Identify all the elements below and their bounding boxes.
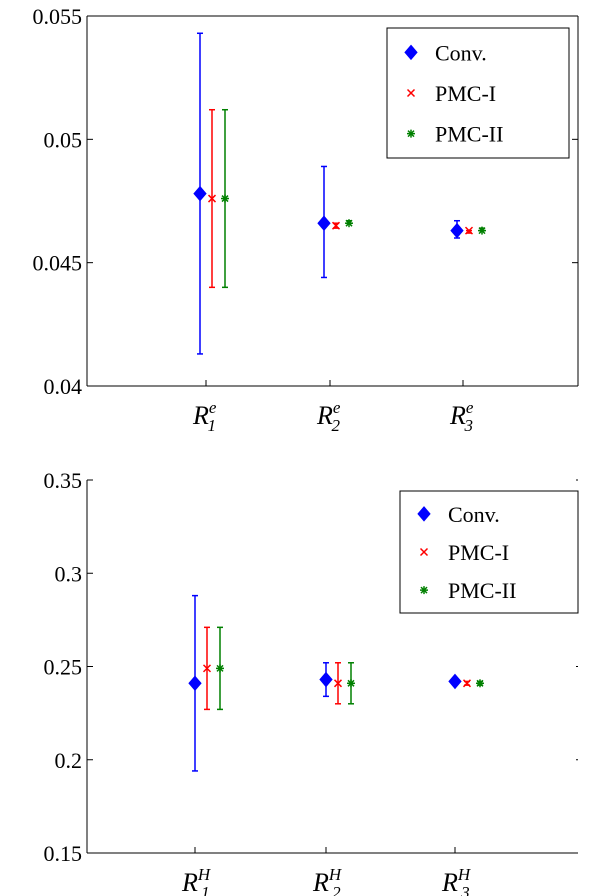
legend-label: PMC-I [435,81,496,106]
data-point-stroke-d [347,679,355,687]
data-point [216,664,224,673]
legend-marker-stroke-b [419,547,429,557]
legend-label: Conv. [435,40,487,65]
data-point [450,222,464,239]
data-point-stroke-b [462,679,472,688]
x-tick-label-sup: e [209,398,217,417]
y-tick-label: 0.3 [55,561,83,586]
x-tick-label-base: R [181,868,198,896]
data-point [202,664,212,673]
x-tick-label-base: R [316,401,333,430]
x-tick-label-base: R [449,401,466,430]
legend-box [386,27,570,159]
data-point-stroke-b [331,221,341,230]
legend-label: PMC-II [435,122,503,147]
data-point [462,679,472,688]
data-point [221,194,229,203]
data-point [347,679,355,688]
x-tick-label-base: R [192,401,209,430]
series-conv- [193,32,464,355]
data-point [476,679,484,688]
data-point [478,226,486,235]
legend-marker [420,586,428,595]
legend: Conv. PMC-I PMC-II [386,27,570,159]
data-point [207,194,217,203]
y-tick-label: 0.25 [44,655,83,680]
legend-marker-stroke-b [406,88,416,98]
legend-marker-stroke-d [420,586,428,594]
x-tick-label-base: R [312,868,329,896]
data-point [345,219,353,228]
legend-marker-stroke-d [407,130,415,138]
data-point-stroke-b [207,194,217,203]
x-tick-label: RH 3 [441,865,472,896]
legend-marker [407,129,415,138]
legend-label: PMC-II [448,578,516,603]
x-tick-label-sub: 2 [331,416,340,435]
data-point-stroke-d [221,195,229,203]
y-tick-label: 0.05 [44,127,83,152]
y-tick-label: 0.055 [33,4,83,29]
legend-marker [419,547,429,557]
legend-box [399,490,579,614]
data-point-stroke-d [345,219,353,227]
x-tick-label: Re 1 [192,398,217,435]
data-point [188,675,202,692]
x-tick-label-base: R [441,868,458,896]
x-tick-label-sub: 1 [207,416,216,435]
legend-marker [406,88,416,98]
data-point-stroke-d [476,679,484,687]
y-tick-label: 0.2 [55,748,83,773]
legend-marker [417,506,431,522]
x-tick-label-sup: H [328,865,343,884]
series-conv- [188,594,462,772]
x-tick-label-sub: 3 [463,416,473,435]
x-tick-label-sub: 3 [460,883,470,896]
x-tick-label: RH 1 [181,865,212,896]
data-point [193,185,207,202]
legend-label: Conv. [448,502,500,527]
y-tick-label: 0.15 [44,841,83,866]
series-pmc-ii [221,108,486,289]
legend-label: PMC-I [448,540,509,565]
data-point [331,221,341,230]
x-tick-label-sup: H [197,865,212,884]
legend-marker [404,44,418,61]
x-tick-label: Re 2 [316,398,341,435]
data-point-stroke-d [216,664,224,672]
legend: Conv. PMC-I PMC-II [399,490,579,614]
y-tick-label: 0.04 [44,374,83,399]
x-tick-label-sup: e [466,398,474,417]
x-tick-label-sup: e [333,398,341,417]
x-tick-label-sub: 2 [332,883,341,896]
data-point [333,679,343,688]
x-tick-label: Re 3 [449,398,474,435]
data-point-stroke-b [464,226,474,235]
series-pmc-ii [216,626,484,711]
data-point [319,671,333,688]
x-tick-label: RH 2 [312,865,343,896]
y-tick-label: 0.045 [33,251,83,276]
x-tick-label-sub: 1 [201,883,210,896]
series-pmc-i [202,626,472,711]
data-point [317,215,331,231]
series-pmc-i [207,108,474,289]
y-tick-label: 0.35 [44,468,83,493]
x-tick-label-sup: H [457,865,472,884]
data-point-stroke-d [478,227,486,235]
data-point [448,673,462,690]
data-point-stroke-b [333,679,343,688]
data-point [464,226,474,235]
data-point-stroke-b [202,664,212,673]
